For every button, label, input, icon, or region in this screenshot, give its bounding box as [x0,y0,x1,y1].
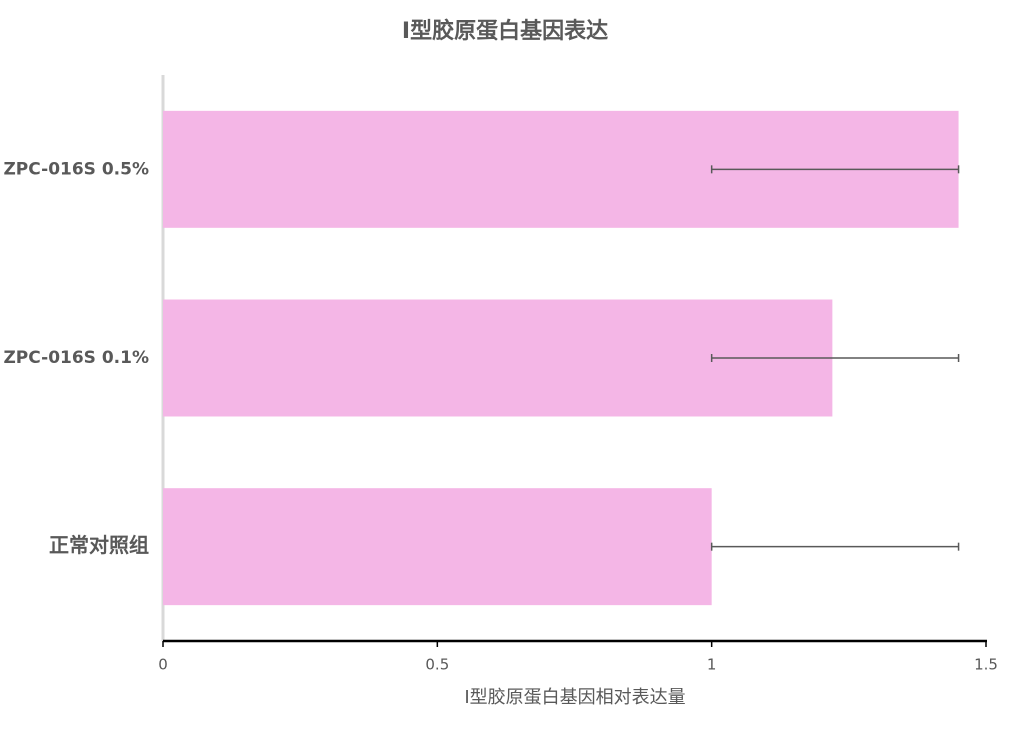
y-tick-label: ZPC-016S 0.1% [3,348,149,368]
error-bar [710,354,960,362]
x-tick-label: 1 [707,656,717,674]
bar [163,488,712,606]
x-tick-label: 0 [158,656,168,674]
x-tick-label: 1.5 [974,656,998,674]
chart-title: Ⅰ型胶原蛋白基因表达 [402,18,608,44]
x-axis-label: Ⅰ型胶原蛋白基因相对表达量 [464,687,685,708]
y-tick-label: 正常对照组 [49,533,149,557]
x-tick-label: 0.5 [425,656,449,674]
error-bar [710,165,960,174]
error-bar [710,542,960,551]
y-tick-label: ZPC-016S 0.5% [3,159,149,179]
